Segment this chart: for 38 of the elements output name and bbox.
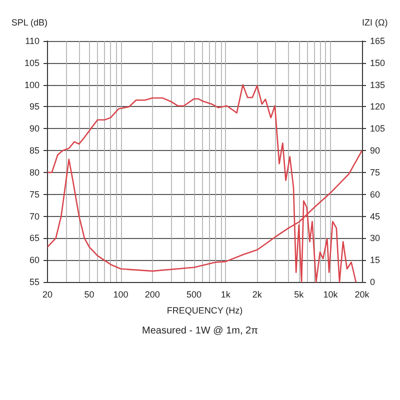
x-tick-label: 2k	[252, 290, 262, 300]
y2-tick-label: 30	[370, 233, 380, 244]
x-tick-label: 50	[84, 290, 94, 300]
y2-tick-label: 45	[370, 211, 380, 222]
x-axis-title: FREQUENCY (Hz)	[166, 306, 243, 316]
y-tick-label: 65	[30, 233, 40, 244]
y2-tick-label: 135	[370, 80, 386, 90]
y-tick-label: 85	[30, 146, 40, 156]
y-tick-label: 95	[30, 102, 40, 112]
y-tick-label: 105	[24, 58, 40, 68]
y2-tick-label: 0	[370, 277, 376, 287]
y-tick-label: 110	[25, 36, 40, 46]
x-tick-label: 10k	[323, 290, 338, 300]
y-tick-label: 55	[30, 277, 40, 287]
y2-tick-label: 60	[370, 189, 380, 200]
y-axis-title: SPL (dB)	[11, 18, 48, 28]
y2-tick-label: 90	[370, 146, 380, 156]
y2-tick-label: 165	[370, 36, 386, 46]
y-tick-label: 70	[30, 211, 40, 222]
x-tick-label: 500	[186, 290, 202, 300]
y-tick-label: 75	[30, 189, 40, 200]
y-tick-label: 90	[30, 124, 40, 134]
x-tick-label: 100	[113, 290, 128, 300]
x-tick-label: 1k	[220, 290, 231, 300]
x-tick-label: 20k	[354, 290, 370, 300]
y2-tick-label: 105	[370, 124, 386, 134]
y-tick-label: 60	[30, 255, 40, 266]
x-tick-label: 20	[42, 290, 53, 300]
y2-tick-label: 15	[370, 255, 380, 266]
x-tick-label: 5k	[294, 290, 304, 300]
text: Measured - 1W @ 1m, 2π	[142, 326, 258, 336]
x-tick-label: 200	[144, 290, 160, 300]
y-tick-label: 80	[30, 167, 40, 178]
y2-axis-title: IZI (Ω)	[362, 18, 388, 28]
y-tick-label: 100	[24, 80, 40, 90]
y2-tick-label: 120	[370, 102, 386, 112]
y2-tick-label: 75	[370, 167, 380, 178]
y2-tick-label: 150	[370, 58, 386, 68]
